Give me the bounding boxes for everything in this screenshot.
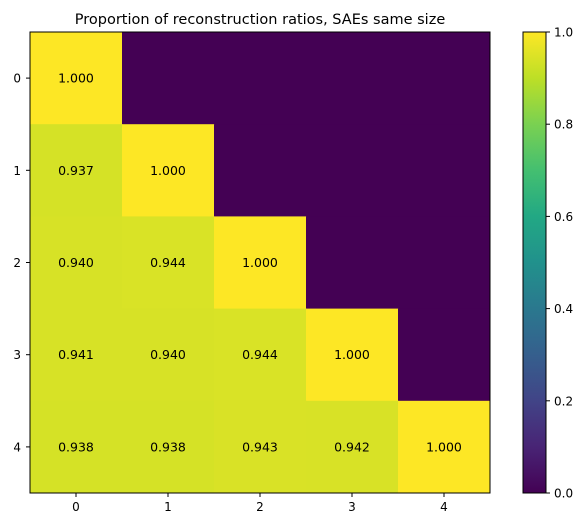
heatmap-cell bbox=[214, 308, 307, 402]
colorbar-tick-label: 0.2 bbox=[554, 394, 573, 408]
heatmap-cell bbox=[398, 32, 491, 125]
y-tick-label: 0 bbox=[13, 72, 21, 86]
x-tick-label: 3 bbox=[348, 500, 356, 514]
cell-label: 1.000 bbox=[334, 347, 370, 362]
cell-label: 0.940 bbox=[150, 347, 186, 362]
cell-label: 1.000 bbox=[58, 71, 94, 86]
heatmap-cell-labels: 1.000 0.937 1.000 0.940 0.944 1.000 0.941 0.940… bbox=[58, 71, 462, 455]
cell-label: 1.000 bbox=[242, 255, 278, 270]
cell-label: 0.940 bbox=[58, 255, 94, 270]
heatmap-cell bbox=[122, 216, 215, 310]
colorbar-tick-label: 1.0 bbox=[554, 26, 573, 40]
heatmap-cell bbox=[214, 124, 307, 217]
heatmap-cell bbox=[30, 124, 123, 217]
x-axis: 0 1 2 3 4 bbox=[72, 493, 448, 514]
heatmap-cell bbox=[214, 216, 307, 310]
cell-label: 0.941 bbox=[58, 347, 94, 362]
heatmap-cell bbox=[398, 124, 491, 217]
x-tick-label: 4 bbox=[440, 500, 448, 514]
colorbar-tick-label: 0.6 bbox=[554, 210, 573, 224]
heatmap-cell bbox=[122, 32, 215, 125]
heatmap-cell bbox=[398, 400, 491, 494]
x-tick-label: 1 bbox=[164, 500, 172, 514]
heatmap-cell bbox=[30, 32, 123, 125]
cell-label: 0.944 bbox=[150, 255, 186, 270]
heatmap-cell bbox=[306, 124, 399, 217]
heatmap-cell bbox=[30, 216, 123, 310]
cell-label: 0.937 bbox=[58, 163, 94, 178]
cell-label: 1.000 bbox=[150, 163, 186, 178]
cell-label: 0.944 bbox=[242, 347, 278, 362]
x-tick-label: 0 bbox=[72, 500, 80, 514]
x-tick-label: 2 bbox=[256, 500, 264, 514]
cell-label: 1.000 bbox=[426, 439, 462, 454]
heatmap-cell bbox=[306, 32, 399, 125]
heatmap-cell bbox=[214, 32, 307, 125]
y-tick-label: 4 bbox=[13, 440, 21, 454]
y-axis: 0 1 2 3 4 bbox=[13, 72, 30, 454]
y-tick-label: 1 bbox=[13, 164, 21, 178]
heatmap-cells bbox=[30, 32, 491, 494]
heatmap-cell bbox=[306, 308, 399, 402]
cell-label: 0.938 bbox=[150, 439, 186, 454]
heatmap-cell bbox=[122, 124, 215, 217]
colorbar-axis: 0.0 0.2 0.4 0.6 0.8 1.0 bbox=[546, 26, 573, 501]
heatmap-cell bbox=[398, 216, 491, 310]
colorbar bbox=[522, 31, 547, 494]
chart-title: Proportion of reconstruction ratios, SAE… bbox=[75, 12, 446, 28]
heatmap-cell bbox=[122, 308, 215, 402]
colorbar-tick-label: 0.4 bbox=[554, 302, 573, 316]
heatmap-cell bbox=[306, 216, 399, 310]
heatmap-cell bbox=[398, 308, 491, 402]
y-tick-label: 3 bbox=[13, 348, 21, 362]
y-tick-label: 2 bbox=[13, 256, 21, 270]
cell-label: 0.938 bbox=[58, 439, 94, 454]
colorbar-tick-label: 0.0 bbox=[554, 487, 573, 501]
heatmap-cell bbox=[30, 400, 123, 494]
heatmap-cell bbox=[122, 400, 215, 494]
cell-label: 0.942 bbox=[334, 439, 370, 454]
heatmap-cell bbox=[306, 400, 399, 494]
heatmap-cell bbox=[214, 400, 307, 494]
colorbar-tick-label: 0.8 bbox=[554, 118, 573, 132]
heatmap-cell bbox=[30, 308, 123, 402]
cell-label: 0.943 bbox=[242, 439, 278, 454]
